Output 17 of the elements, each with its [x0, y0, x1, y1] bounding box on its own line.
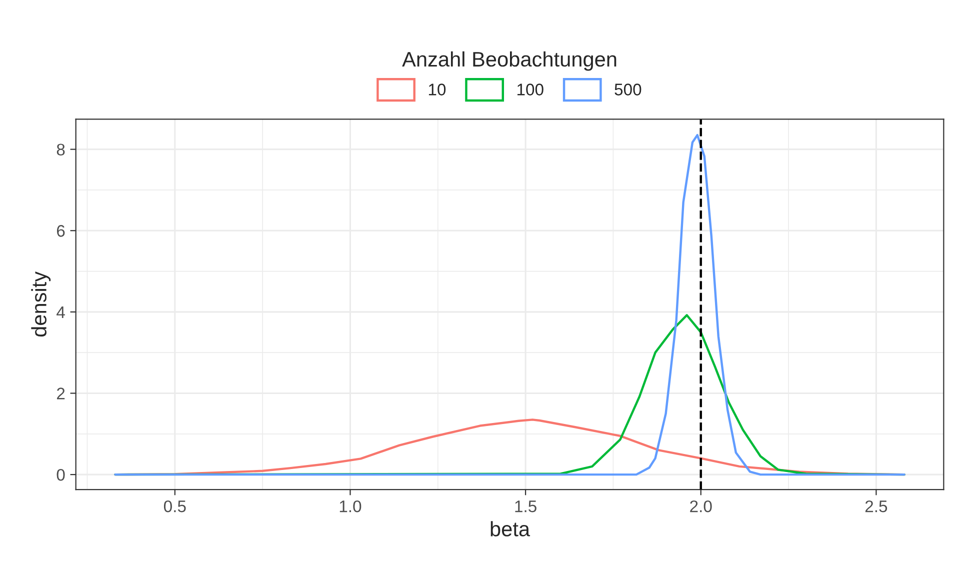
y-axis-title: density — [31, 271, 51, 337]
y-tick-label: 4 — [56, 306, 65, 318]
x-axis-title: beta — [490, 521, 530, 536]
legend-label: 500 — [614, 84, 642, 96]
x-tick-label: 1.0 — [340, 500, 362, 512]
line-series — [114, 134, 906, 476]
y-tick-label: 2 — [56, 388, 65, 400]
y-tick-label: 8 — [56, 144, 65, 156]
y-tick-label: 6 — [57, 225, 65, 237]
x-tick-label: 2.5 — [865, 500, 888, 512]
x-tick-label: 1.5 — [515, 500, 536, 512]
legend-label: 100 — [517, 84, 544, 96]
x-tick-label: 0.5 — [164, 500, 186, 512]
legend-title: Anzahl Beobachtungen — [402, 51, 616, 71]
y-tick-label: 0 — [56, 468, 65, 481]
x-tick-label: 2.0 — [690, 500, 712, 512]
legend-label: 10 — [428, 84, 446, 96]
